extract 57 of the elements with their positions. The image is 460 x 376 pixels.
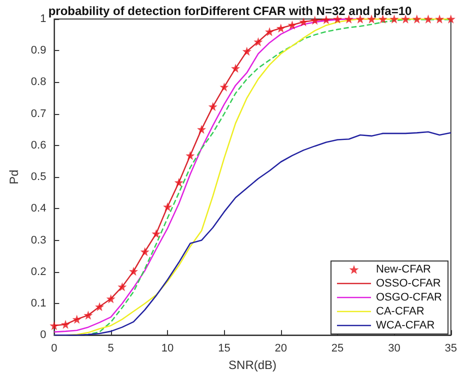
y-tick-label: 0.7: [30, 108, 46, 120]
point: [186, 151, 195, 160]
point: [435, 14, 444, 24]
point: [208, 102, 218, 112]
point: [446, 14, 456, 24]
point: [140, 247, 150, 256]
y-tick-label: 0.9: [30, 44, 46, 57]
point: [288, 20, 297, 30]
point: [231, 64, 240, 73]
point: [129, 266, 138, 276]
legend-label: New-CFAR: [376, 264, 432, 276]
y-tick-label: 0.5: [30, 171, 46, 184]
x-tick-label: 5: [108, 342, 114, 355]
point: [322, 15, 331, 24]
point: [72, 314, 82, 324]
x-tick-label: 25: [331, 342, 344, 355]
x-tick-label: 10: [161, 342, 174, 355]
point: [163, 202, 172, 212]
point: [220, 82, 229, 92]
x-tick-label: 20: [274, 342, 287, 355]
y-tick-label: 0.4: [30, 202, 46, 215]
x-axis-title: SNR(dB): [228, 358, 277, 372]
legend-label: OSGO-CFAR: [376, 292, 442, 304]
y-tick-label: 0.3: [30, 234, 46, 246]
y-axis-title: Pd: [7, 170, 21, 184]
legend-label: CA-CFAR: [376, 306, 424, 318]
point: [254, 37, 263, 46]
point: [265, 27, 274, 36]
point: [412, 14, 422, 24]
chart-title: probability of detection forDifferent CFAR with N=32 and pfa=10: [48, 4, 412, 18]
y-tick-label: 0.6: [30, 139, 46, 152]
x-tick-label: 15: [218, 342, 230, 355]
point: [106, 294, 116, 304]
legend-label: WCA-CFAR: [376, 320, 435, 332]
point: [197, 124, 206, 134]
point: [84, 310, 93, 320]
point: [118, 282, 127, 292]
point: [152, 229, 161, 238]
y-tick-label: 0.8: [30, 76, 46, 88]
point: [310, 16, 320, 25]
point: [61, 320, 70, 329]
y-tick-label: 0: [40, 329, 46, 342]
point: [242, 46, 252, 56]
x-tick-label: 35: [444, 342, 458, 355]
y-tick-label: 0.2: [30, 266, 46, 278]
x-tick-label: 0: [51, 342, 58, 355]
point: [299, 17, 308, 26]
point: [424, 14, 433, 24]
y-tick-label: 1: [40, 13, 46, 25]
x-tick-label: 30: [388, 342, 400, 355]
legend-label: OSSO-CFAR: [376, 278, 441, 290]
y-tick-label: 0.1: [30, 297, 46, 310]
point: [50, 321, 59, 330]
point: [174, 178, 184, 187]
point: [95, 302, 104, 312]
point: [276, 24, 286, 33]
point: [344, 14, 354, 24]
